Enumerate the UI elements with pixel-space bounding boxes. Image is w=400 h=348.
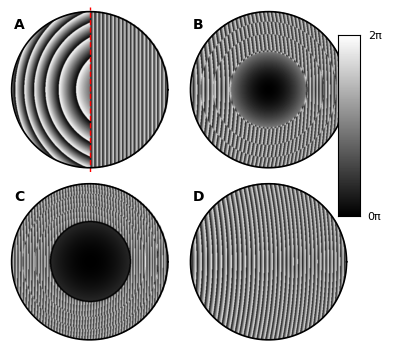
Text: B: B: [193, 18, 204, 32]
Text: C: C: [14, 190, 24, 204]
Text: D: D: [193, 190, 204, 204]
Text: A: A: [14, 18, 25, 32]
